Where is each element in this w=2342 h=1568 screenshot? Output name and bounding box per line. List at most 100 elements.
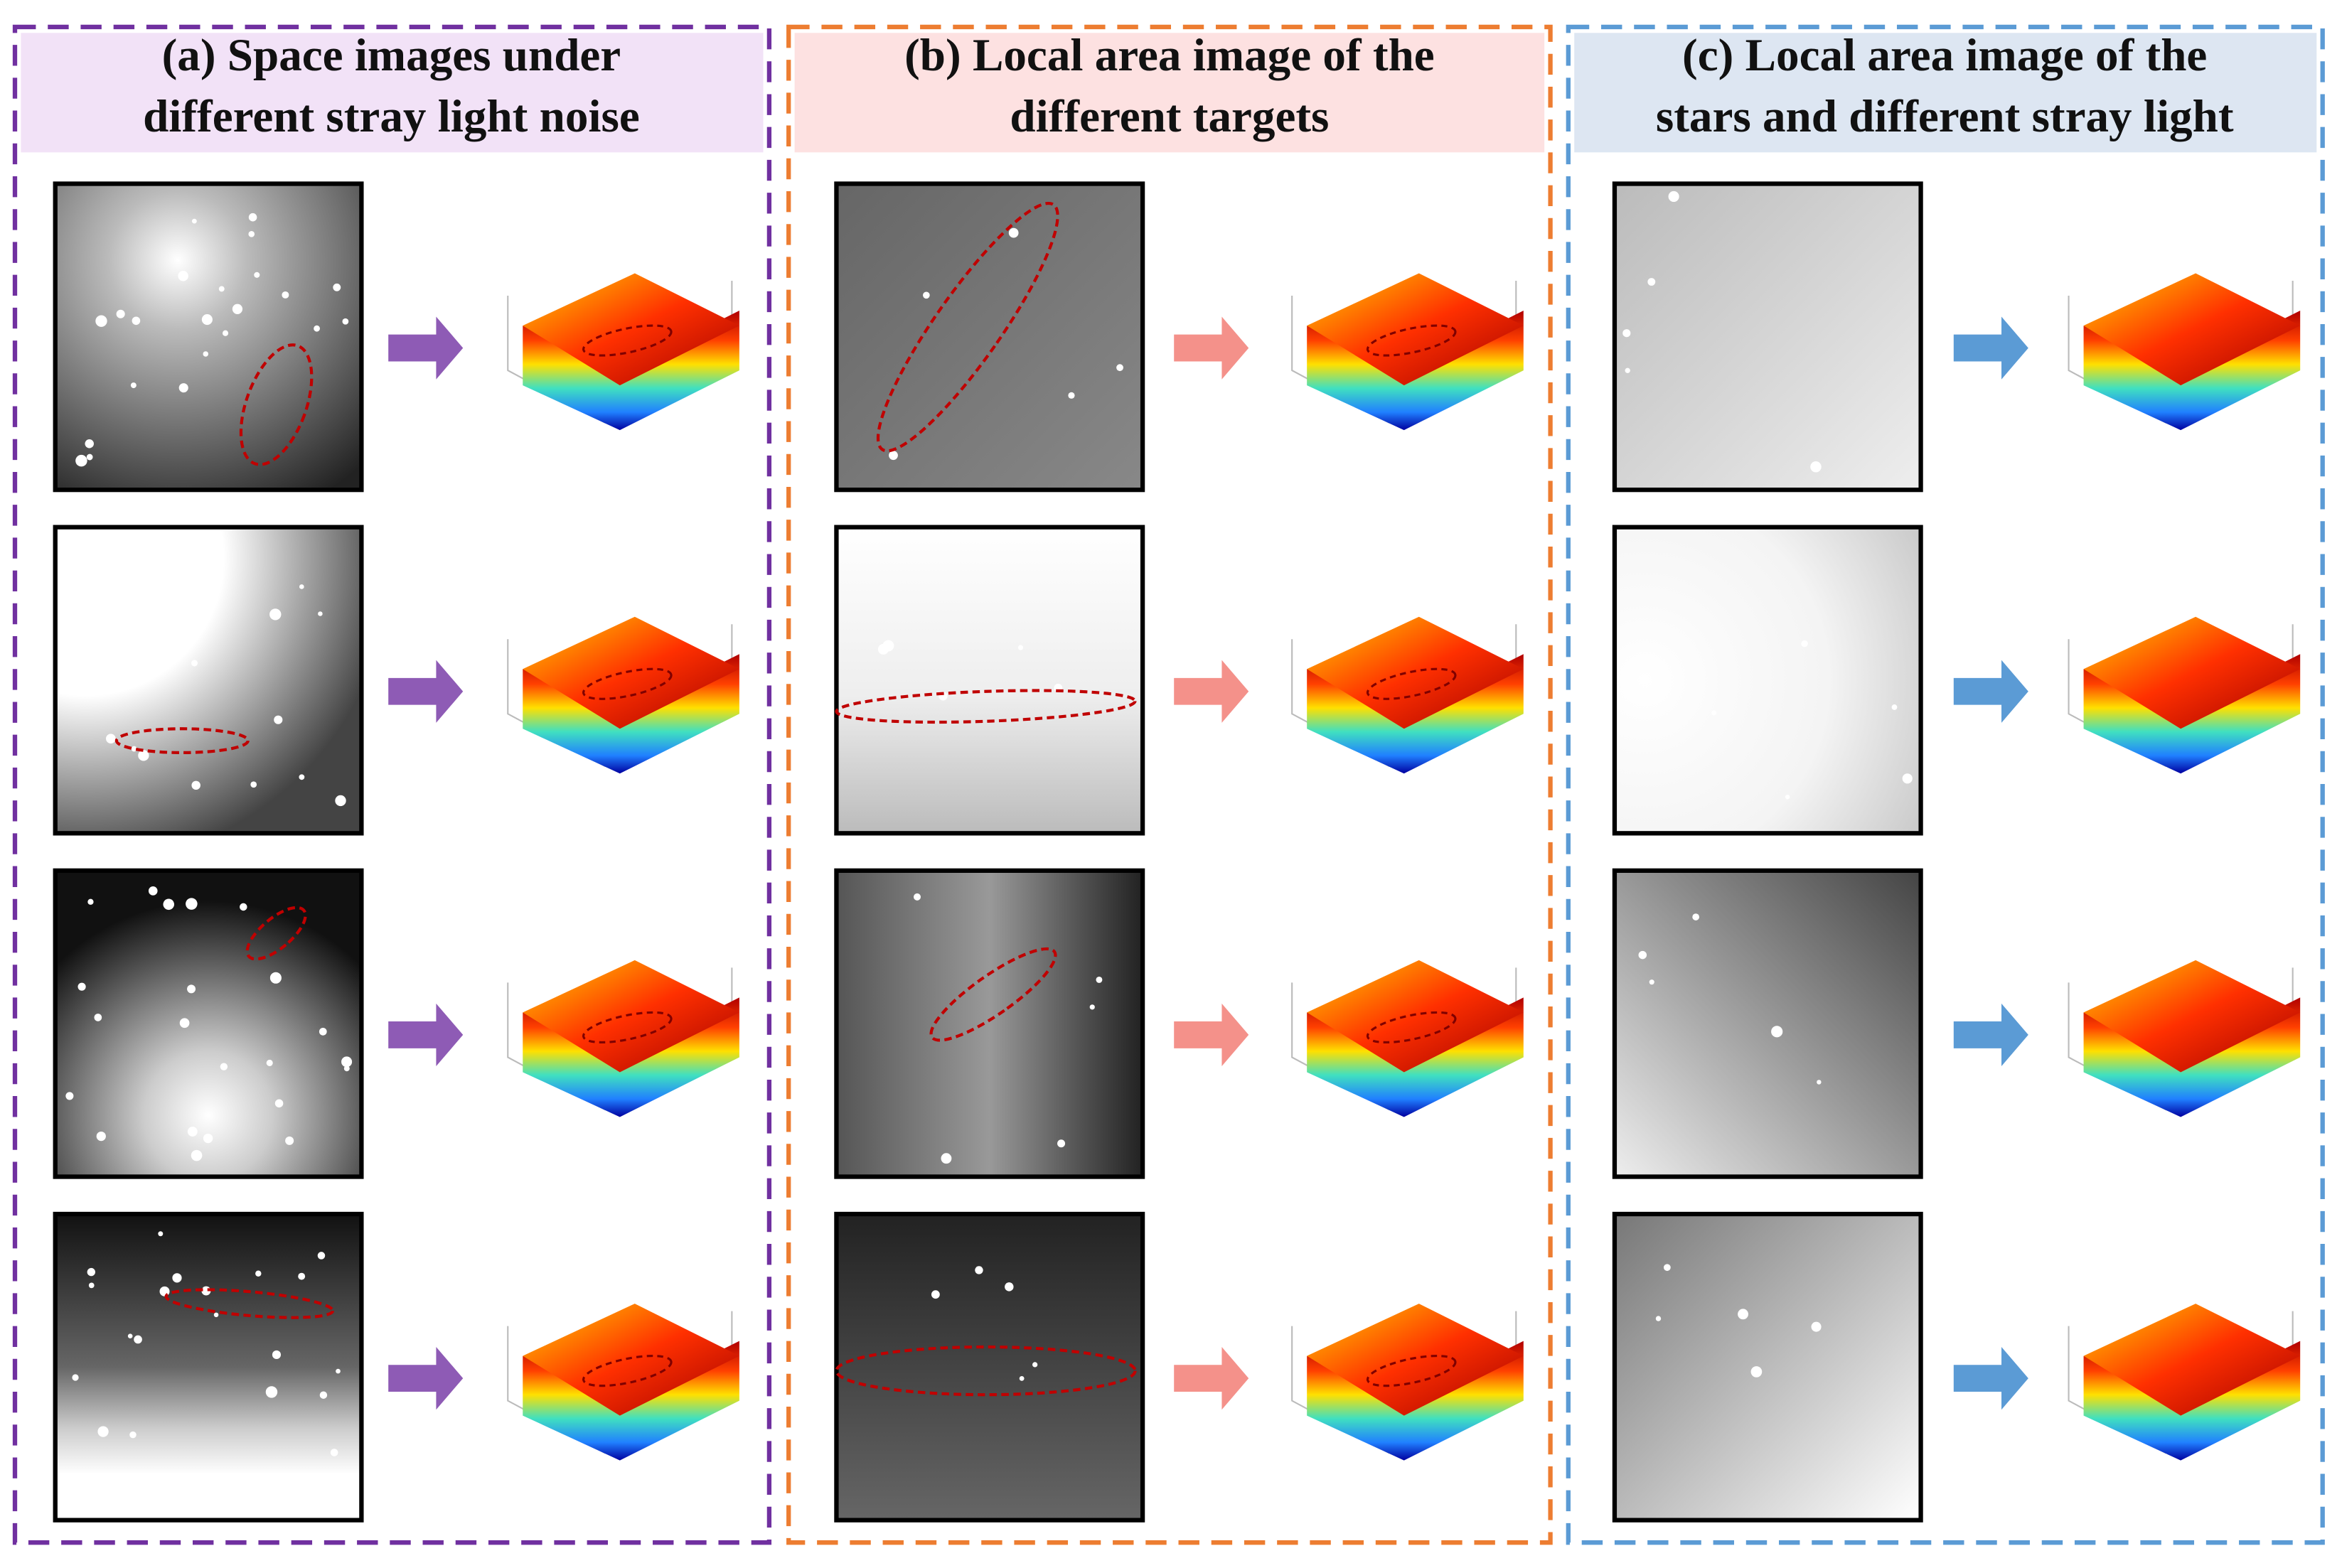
star [299,774,305,780]
star [123,645,133,655]
star [130,382,137,389]
star [201,313,213,326]
arrow [388,1003,464,1067]
star [1068,392,1075,399]
image-row [1612,868,2301,1179]
star [941,1153,952,1164]
star [179,1018,190,1029]
star [333,283,341,291]
star [85,439,94,449]
star [272,1350,282,1360]
star [232,304,243,314]
arrow [1953,660,2028,723]
star [127,617,138,628]
arrow [388,1346,464,1410]
star [187,1127,198,1137]
star [1625,367,1630,373]
star [266,1059,273,1066]
star [203,1133,213,1144]
star [86,540,95,549]
star [1019,1375,1025,1381]
star [335,795,346,807]
star [158,1231,164,1237]
target-marker [164,1288,335,1319]
star [186,898,198,910]
surface-top [523,960,739,1073]
panel-frame [786,24,1553,1545]
star [1057,1139,1066,1148]
star [1811,1321,1822,1332]
star [343,1065,350,1072]
star [1750,1366,1763,1378]
star [138,750,149,761]
arrow [1953,316,2028,380]
star [1785,794,1790,800]
surface-top [523,1304,739,1416]
image-row [834,181,1524,493]
star [132,316,141,326]
star [65,636,74,645]
surface-top [2083,273,2301,386]
arrow [1174,660,1249,723]
star [285,1136,294,1145]
star [931,1290,940,1299]
star [178,383,188,393]
star [1692,913,1700,920]
star [1891,704,1898,710]
target-marker [582,667,673,700]
star [159,1286,170,1296]
target-marker [245,906,307,961]
surface-top [1307,616,1524,729]
image-row [834,1211,1524,1523]
star [318,611,323,616]
source-image [53,525,364,836]
source-image [53,181,364,493]
target-marker [582,324,673,357]
surface-top [2083,1304,2301,1416]
star [1089,1004,1095,1010]
star [103,583,108,588]
target-marker [582,1011,673,1044]
star [201,553,209,561]
star [77,982,86,991]
source-image [53,868,364,1179]
star [274,1099,284,1108]
star [319,1027,327,1036]
star [1005,1282,1014,1292]
star [70,626,78,635]
target-marker [929,947,1057,1042]
star [1008,227,1019,238]
star [1801,640,1808,648]
star [1116,364,1123,372]
star [178,270,188,281]
surface-top [2083,960,2301,1073]
star [240,903,247,911]
panel-title: (a) Space images under [162,30,621,81]
source-image [53,1211,364,1523]
arrow [1174,1003,1249,1067]
target-marker [835,1345,1137,1397]
arrow [388,316,464,380]
star [96,1131,106,1142]
panel-frame [12,24,772,1545]
image-row [1612,181,2301,493]
star [1902,773,1913,784]
target-marker [1366,1355,1457,1387]
star [330,1449,338,1456]
panel-title: stars and different stray light [1656,91,2234,142]
star [97,1426,109,1437]
panel-title: (c) Local area image of the [1682,30,2207,81]
star [218,286,225,292]
star [134,1335,142,1344]
star [248,213,257,222]
star [319,1391,328,1399]
star [222,330,229,336]
star [87,1267,95,1277]
star [106,734,116,744]
star [75,454,87,467]
star [191,218,197,224]
star [220,1063,228,1070]
star [1017,645,1024,650]
